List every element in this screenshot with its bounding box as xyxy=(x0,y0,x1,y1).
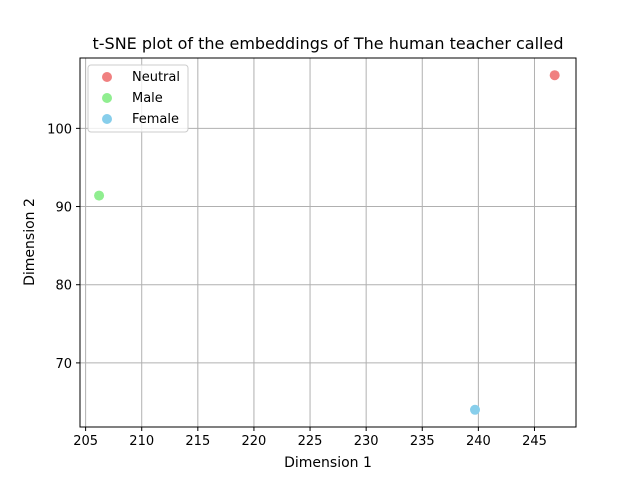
data-point-neutral xyxy=(549,70,560,81)
grid-lines xyxy=(80,58,576,427)
plot-frame xyxy=(79,57,577,428)
y-tick-label: 70 xyxy=(55,357,72,372)
legend: Neutral Male Female xyxy=(87,64,189,133)
data-point-male xyxy=(94,190,105,201)
x-tick-label: 235 xyxy=(410,434,435,449)
x-tick-label: 240 xyxy=(466,434,491,449)
chart-title: t-SNE plot of the embeddings of The huma… xyxy=(93,34,564,53)
data-points xyxy=(94,70,560,415)
x-tick-label: 205 xyxy=(73,434,98,449)
x-tick-label: 220 xyxy=(242,434,267,449)
y-tick-label: 80 xyxy=(55,279,72,294)
y-tick-label: 90 xyxy=(55,201,72,216)
data-point-female xyxy=(470,404,481,415)
legend-marker-female xyxy=(102,114,112,124)
legend-box xyxy=(87,64,189,133)
x-axis-label: Dimension 1 xyxy=(284,455,372,471)
x-tick-label: 215 xyxy=(185,434,210,449)
legend-marker-neutral xyxy=(102,72,112,82)
x-tick-label: 210 xyxy=(129,434,154,449)
x-tick-label: 225 xyxy=(298,434,323,449)
legend-label-male: Male xyxy=(132,91,163,106)
x-tick-label: 230 xyxy=(354,434,379,449)
y-axis-ticks: 70 80 90 100 xyxy=(47,122,80,372)
x-axis-ticks: 205 210 215 220 225 230 235 240 245 xyxy=(73,427,547,449)
y-axis-label: Dimension 2 xyxy=(22,198,38,286)
legend-label-neutral: Neutral xyxy=(132,70,180,85)
legend-label-female: Female xyxy=(132,112,179,127)
legend-marker-male xyxy=(102,93,112,103)
x-tick-label: 245 xyxy=(522,434,547,449)
y-tick-label: 100 xyxy=(47,122,72,137)
